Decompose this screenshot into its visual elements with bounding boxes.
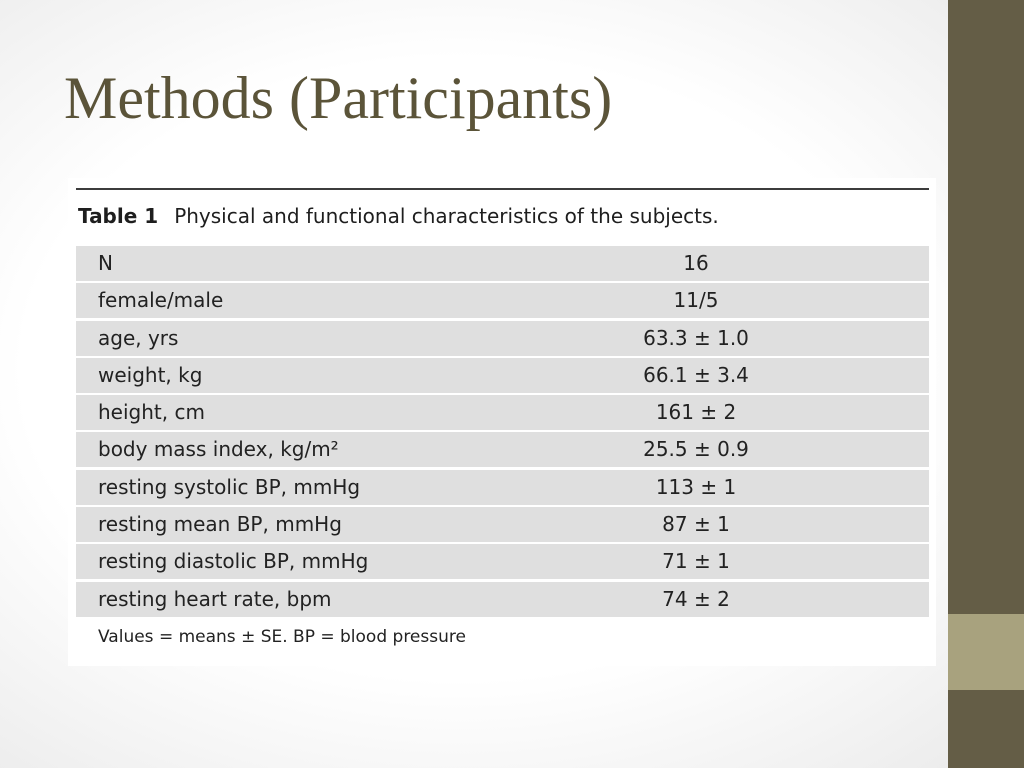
row-value: 71 ± 1 — [662, 549, 730, 574]
row-label: height, cm — [98, 400, 205, 425]
table-row: weight, kg 66.1 ± 3.4 — [76, 357, 929, 393]
row-label: age, yrs — [98, 325, 179, 350]
row-value: 74 ± 2 — [662, 586, 730, 611]
table-row: female/male 11/5 — [76, 283, 929, 319]
row-value: 161 ± 2 — [655, 400, 737, 425]
table-row: height, cm 161 ± 2 — [76, 395, 929, 431]
table-number: Table 1 — [78, 204, 159, 228]
table-caption: Table 1 Physical and functional character… — [78, 202, 719, 230]
row-label: female/male — [98, 288, 224, 313]
row-value: 66.1 ± 3.4 — [643, 362, 749, 387]
slide-title: Methods (Participants) — [64, 65, 613, 131]
table-body: N 16 female/male 11/5 age, yrs 63.3 ± 1.… — [76, 246, 929, 619]
row-label: N — [98, 251, 113, 275]
row-label: body mass index, kg/m² — [98, 437, 339, 462]
table-footnote: Values = means ± SE. BP = blood pressure — [98, 627, 466, 647]
table-row: N 16 — [76, 246, 929, 281]
table-top-rule — [76, 188, 929, 190]
row-value: 11/5 — [673, 288, 719, 313]
row-value: 63.3 ± 1.0 — [643, 325, 749, 350]
row-label: resting diastolic BP, mmHg — [98, 549, 369, 574]
row-label: weight, kg — [98, 362, 203, 387]
table-row: body mass index, kg/m² 25.5 ± 0.9 — [76, 432, 929, 468]
row-value: 87 ± 1 — [662, 512, 730, 537]
table-caption-text: Physical and functional characteristics … — [174, 204, 719, 228]
row-value: 16 — [683, 251, 709, 275]
table-image-panel: Table 1 Physical and functional character… — [68, 178, 936, 666]
row-value: 113 ± 1 — [655, 474, 737, 499]
row-label: resting heart rate, bpm — [98, 586, 332, 611]
side-decor-accent — [948, 614, 1024, 690]
row-value: 25.5 ± 0.9 — [643, 437, 749, 462]
table-row: age, yrs 63.3 ± 1.0 — [76, 320, 929, 356]
row-label: resting mean BP, mmHg — [98, 512, 342, 537]
table-row: resting systolic BP, mmHg 113 ± 1 — [76, 469, 929, 505]
table-row: resting mean BP, mmHg 87 ± 1 — [76, 507, 929, 543]
table-row: resting heart rate, bpm 74 ± 2 — [76, 581, 929, 617]
row-label: resting systolic BP, mmHg — [98, 474, 361, 499]
table-row: resting diastolic BP, mmHg 71 ± 1 — [76, 544, 929, 580]
